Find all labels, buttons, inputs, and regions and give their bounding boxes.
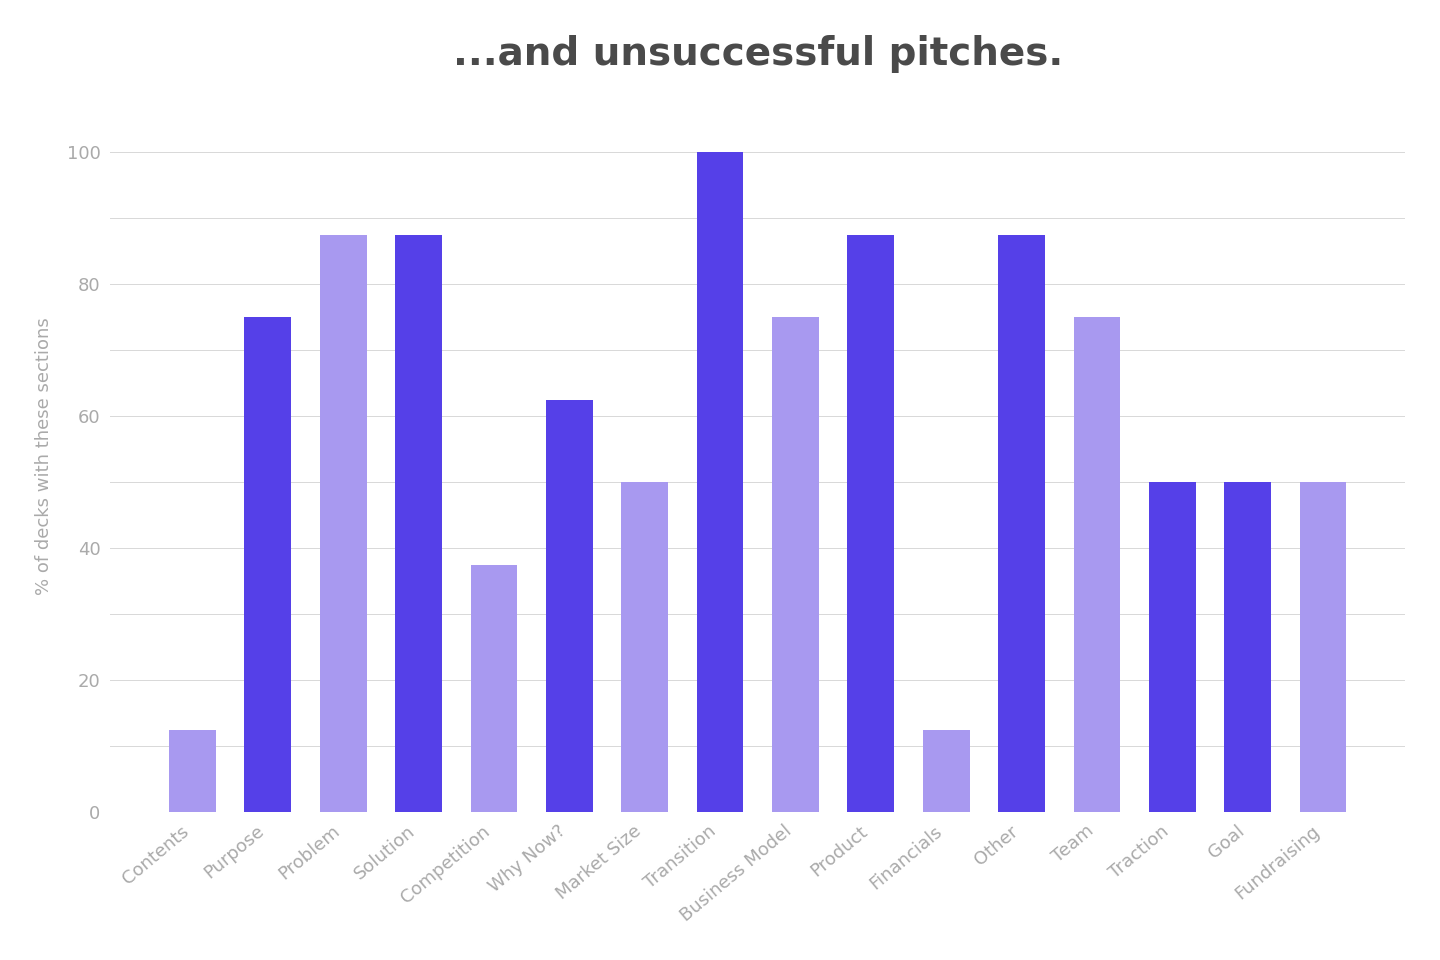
Bar	[168, 730, 216, 812]
Bar	[546, 399, 593, 812]
Bar	[772, 317, 819, 812]
Bar	[320, 235, 367, 812]
Bar	[471, 564, 517, 812]
Bar	[395, 235, 442, 812]
Bar	[245, 317, 291, 812]
Bar	[847, 235, 894, 812]
Bar	[998, 235, 1045, 812]
Bar	[1074, 317, 1120, 812]
Bar	[1149, 482, 1195, 812]
Title: ...and unsuccessful pitches.: ...and unsuccessful pitches.	[452, 35, 1063, 73]
Bar	[697, 153, 743, 812]
Y-axis label: % of decks with these sections: % of decks with these sections	[35, 317, 53, 595]
Bar	[621, 482, 668, 812]
Bar	[923, 730, 969, 812]
Bar	[1300, 482, 1346, 812]
Bar	[1224, 482, 1272, 812]
